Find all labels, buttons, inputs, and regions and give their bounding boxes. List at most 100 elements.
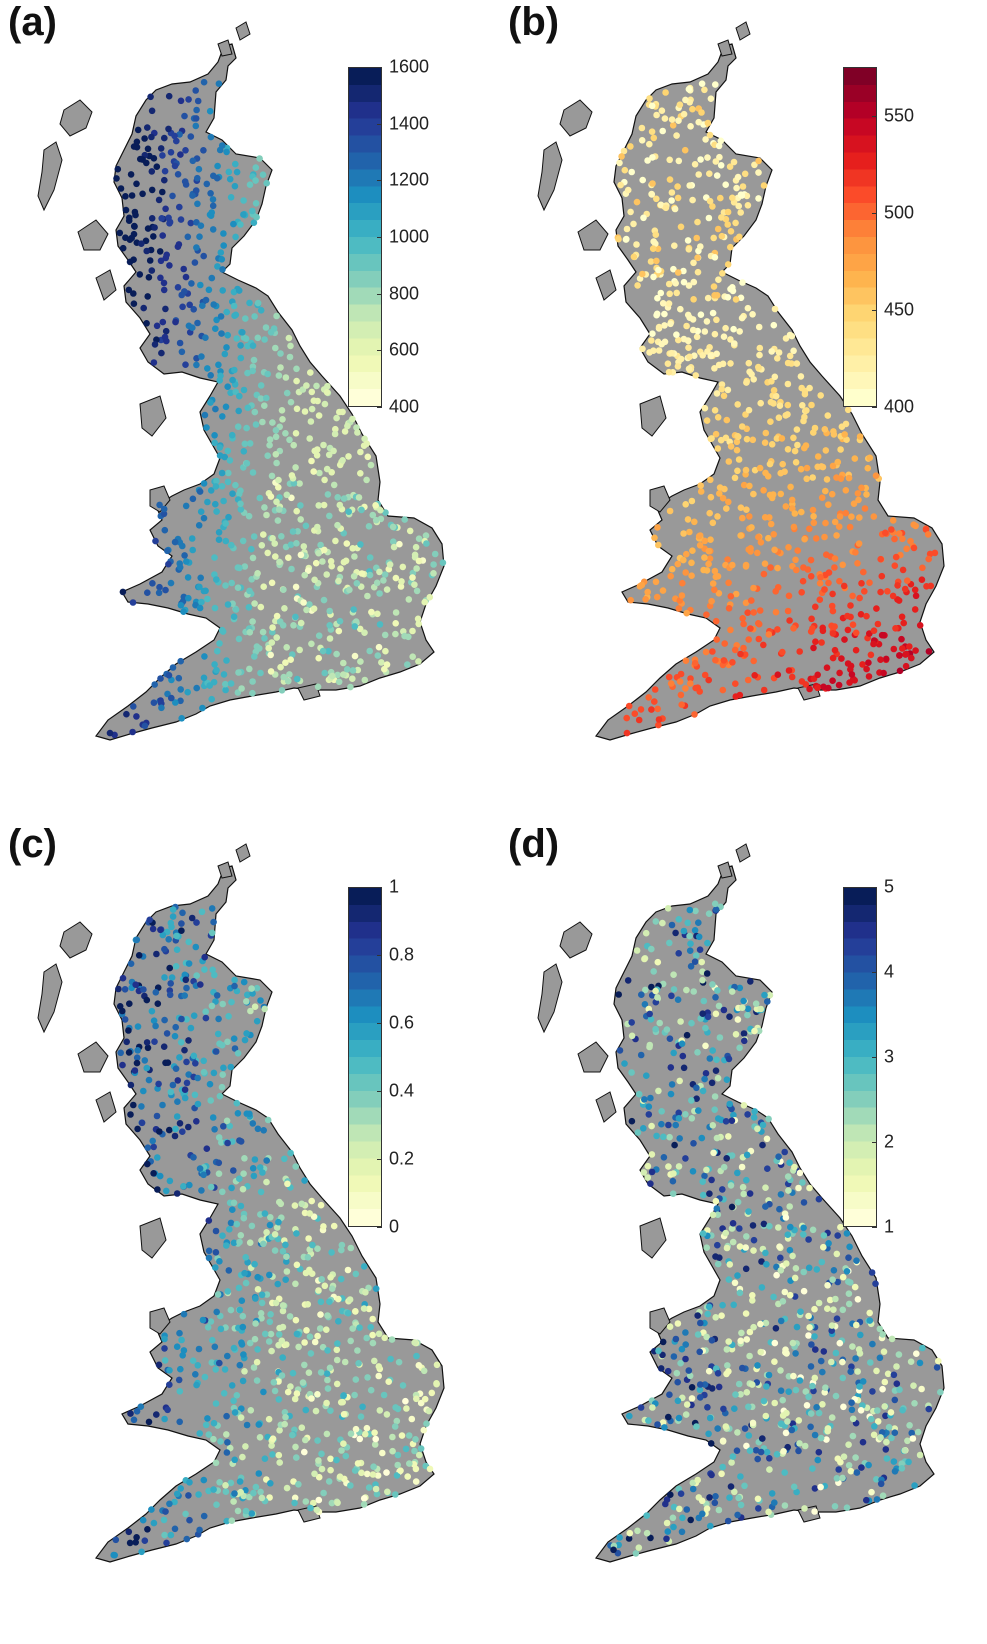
station-point [620,147,628,155]
station-point [822,487,829,495]
colorbar-tickmark [377,350,382,352]
station-point [829,654,837,662]
station-point [705,676,712,684]
station-point [222,520,229,527]
station-point [301,571,309,579]
station-point [707,1440,715,1447]
station-point [868,1269,876,1276]
station-point [739,279,746,286]
station-point [635,716,643,724]
station-point [822,1384,829,1391]
station-point [777,1191,785,1198]
station-point [702,1024,709,1032]
station-point [748,597,755,604]
station-point [177,216,185,223]
station-point [287,342,294,350]
station-point [824,1282,831,1289]
station-point [316,469,323,477]
station-point [414,615,422,623]
station-point [813,1404,820,1411]
station-point [674,996,682,1003]
station-point [737,650,744,658]
station-point [648,102,656,110]
station-point [795,1447,802,1455]
station-point [420,1426,428,1434]
station-point [263,1291,271,1298]
station-point [732,590,740,598]
station-point [801,1442,809,1450]
station-point [823,664,831,671]
station-point [178,1015,185,1023]
station-point [405,596,413,603]
station-point [183,1016,190,1023]
station-point [878,572,886,580]
station-point [880,669,887,677]
station-point [143,320,150,327]
station-point [843,1268,851,1275]
station-point [257,307,265,314]
station-point [380,1391,388,1399]
station-point [215,361,222,369]
station-point [307,369,314,376]
station-point [784,1443,791,1451]
station-point [714,987,721,994]
station-point [300,543,308,550]
station-point [829,590,836,598]
station-point [207,1097,214,1104]
station-point [290,441,298,449]
station-point [796,1440,803,1447]
station-point [797,373,805,380]
station-point [362,1289,369,1296]
station-point [336,501,344,509]
station-point [239,1453,246,1461]
station-point [766,1455,773,1462]
station-point [314,1332,321,1340]
station-point [727,1182,735,1189]
station-point [159,1101,166,1109]
station-point [325,647,332,655]
station-point [323,571,331,578]
station-point [815,1448,823,1456]
station-point [652,231,660,238]
station-point [144,293,151,300]
station-point [677,1490,685,1497]
station-point [338,1241,346,1249]
station-point [258,1315,265,1322]
station-point [729,1453,737,1460]
station-point [640,1169,648,1176]
station-point [634,1527,641,1535]
station-point [682,657,690,664]
station-point [742,599,750,607]
station-point [192,115,200,122]
station-point [788,1426,796,1434]
station-point [251,1156,259,1163]
station-point [167,1088,175,1096]
station-point [405,1432,413,1439]
station-point [267,668,275,675]
station-point [914,1428,922,1436]
station-point [119,588,127,596]
station-point [648,1122,655,1130]
station-point [857,611,865,618]
station-point [365,523,373,530]
station-point [616,1047,624,1054]
station-point [713,1134,721,1142]
station-point [792,459,800,466]
station-point [847,1368,854,1375]
station-point [256,155,263,162]
station-point [662,89,669,96]
station-point [232,160,239,168]
station-point [877,656,884,663]
station-point [724,1362,731,1369]
station-point [858,580,865,587]
station-point [223,148,230,156]
station-point [859,661,866,668]
station-point [803,407,810,414]
station-point [273,498,280,506]
station-point [726,1013,733,1020]
station-point [227,680,235,687]
station-point [243,1030,250,1037]
station-point [781,1288,789,1296]
station-point [292,464,299,471]
station-point [345,508,353,515]
